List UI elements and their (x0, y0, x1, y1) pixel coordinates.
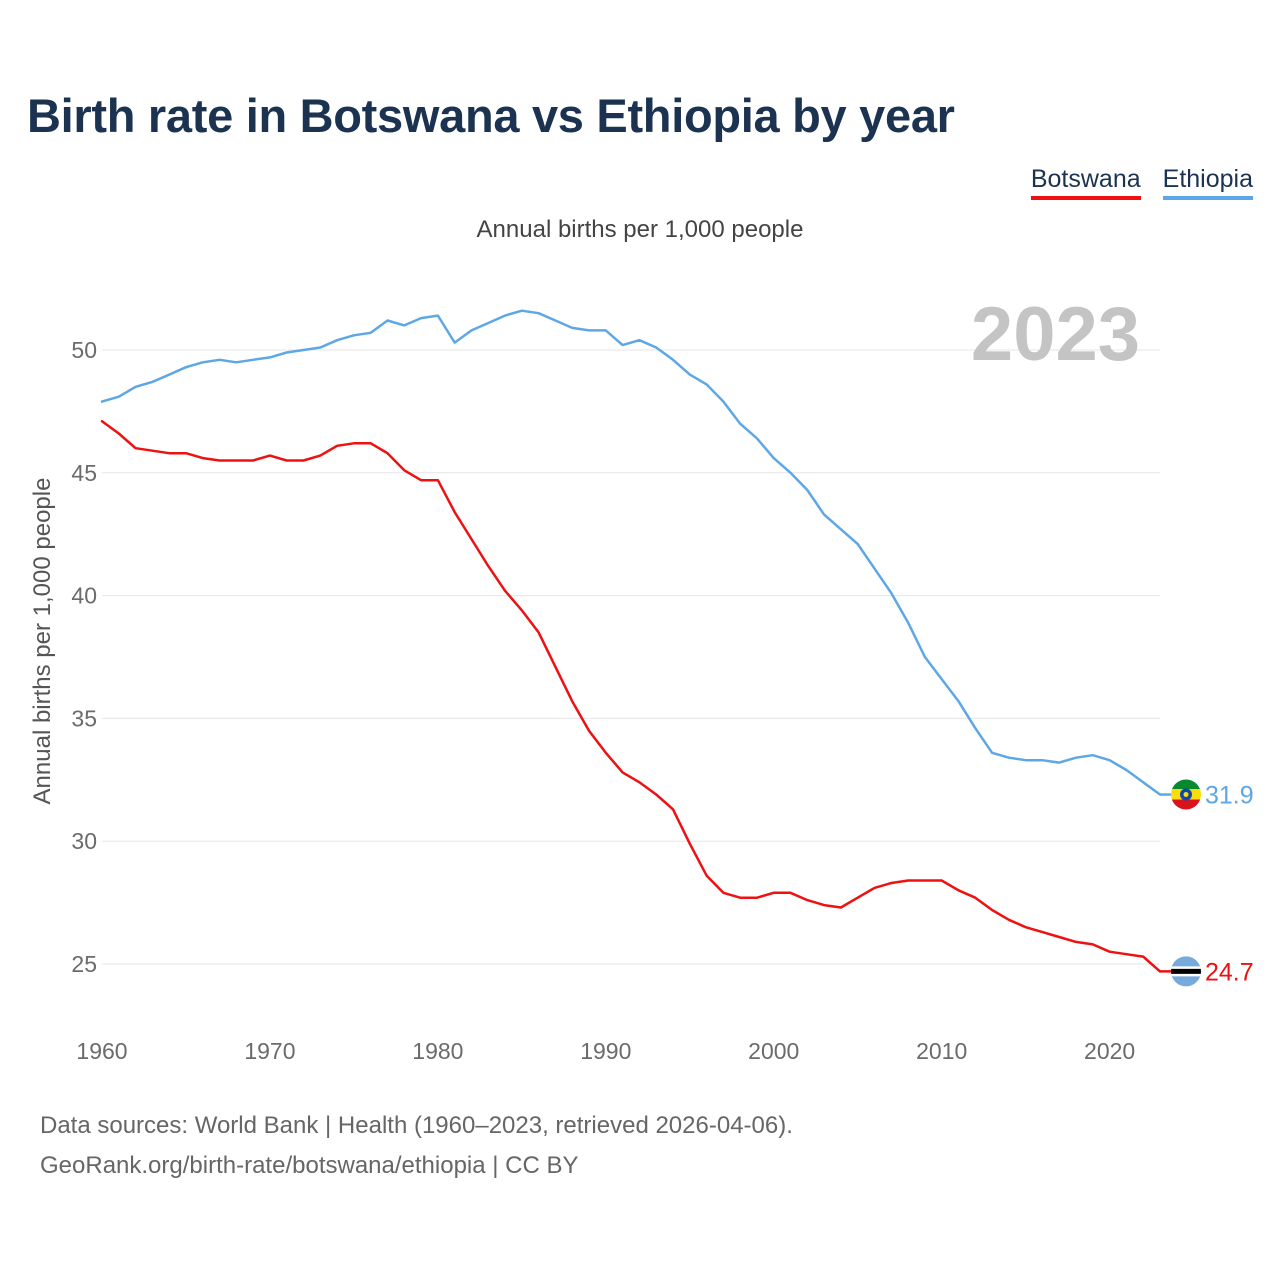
source-url[interactable]: GeoRank.org/birth-rate/botswana/ethiopia… (40, 1152, 579, 1179)
y-tick-label: 45 (71, 460, 97, 486)
grid-lines (102, 349, 1160, 965)
ethiopia-flag-icon (1171, 779, 1201, 810)
year-watermark: 2023 (971, 292, 1140, 377)
y-tick-label: 25 (71, 951, 97, 977)
x-tick-label: 2000 (748, 1038, 799, 1064)
series-line-ethiopia[interactable] (100, 309, 1162, 796)
series-end-markers: 24.7 31.9 (1160, 779, 1254, 987)
y-tick-label: 40 (71, 583, 97, 609)
y-tick-label: 50 (71, 337, 97, 363)
x-tick-label: 2010 (916, 1038, 967, 1064)
series-line-botswana[interactable] (100, 419, 1162, 973)
legend-item-ethiopia[interactable]: Ethiopia (1162, 165, 1253, 200)
x-tick-label: 1970 (244, 1038, 295, 1064)
x-tick-label: 2020 (1084, 1038, 1135, 1064)
x-axis-ticks: 1960 1970 1980 1990 2000 2010 2020 (76, 1038, 1135, 1064)
botswana-flag-icon (1171, 956, 1201, 987)
y-axis-title: Annual births per 1,000 people (29, 478, 56, 805)
footer: Data sources: World Bank | Health (1960–… (40, 1106, 793, 1186)
y-tick-label: 35 (71, 705, 97, 731)
x-tick-label: 1980 (412, 1038, 463, 1064)
line-chart: 2023 25 30 35 40 45 50 1960 1970 1980 1990 2000 20… (29, 292, 1254, 1064)
end-value-label-botswana: 24.7 (1205, 958, 1254, 986)
y-axis-ticks: 25 30 35 40 45 50 (71, 337, 97, 977)
legend: Botswana Ethiopia (1030, 165, 1253, 200)
y-tick-label: 30 (71, 828, 97, 854)
end-value-label-ethiopia: 31.9 (1205, 782, 1254, 810)
legend-item-botswana[interactable]: Botswana (1030, 165, 1141, 200)
chart-subtitle: Annual births per 1,000 people (476, 216, 804, 243)
series-lines (100, 309, 1162, 973)
x-tick-label: 1960 (76, 1038, 127, 1064)
data-source-note: Data sources: World Bank | Health (1960–… (40, 1112, 793, 1139)
x-tick-label: 1990 (580, 1038, 631, 1064)
chart-title: Birth rate in Botswana vs Ethiopia by ye… (27, 89, 955, 142)
